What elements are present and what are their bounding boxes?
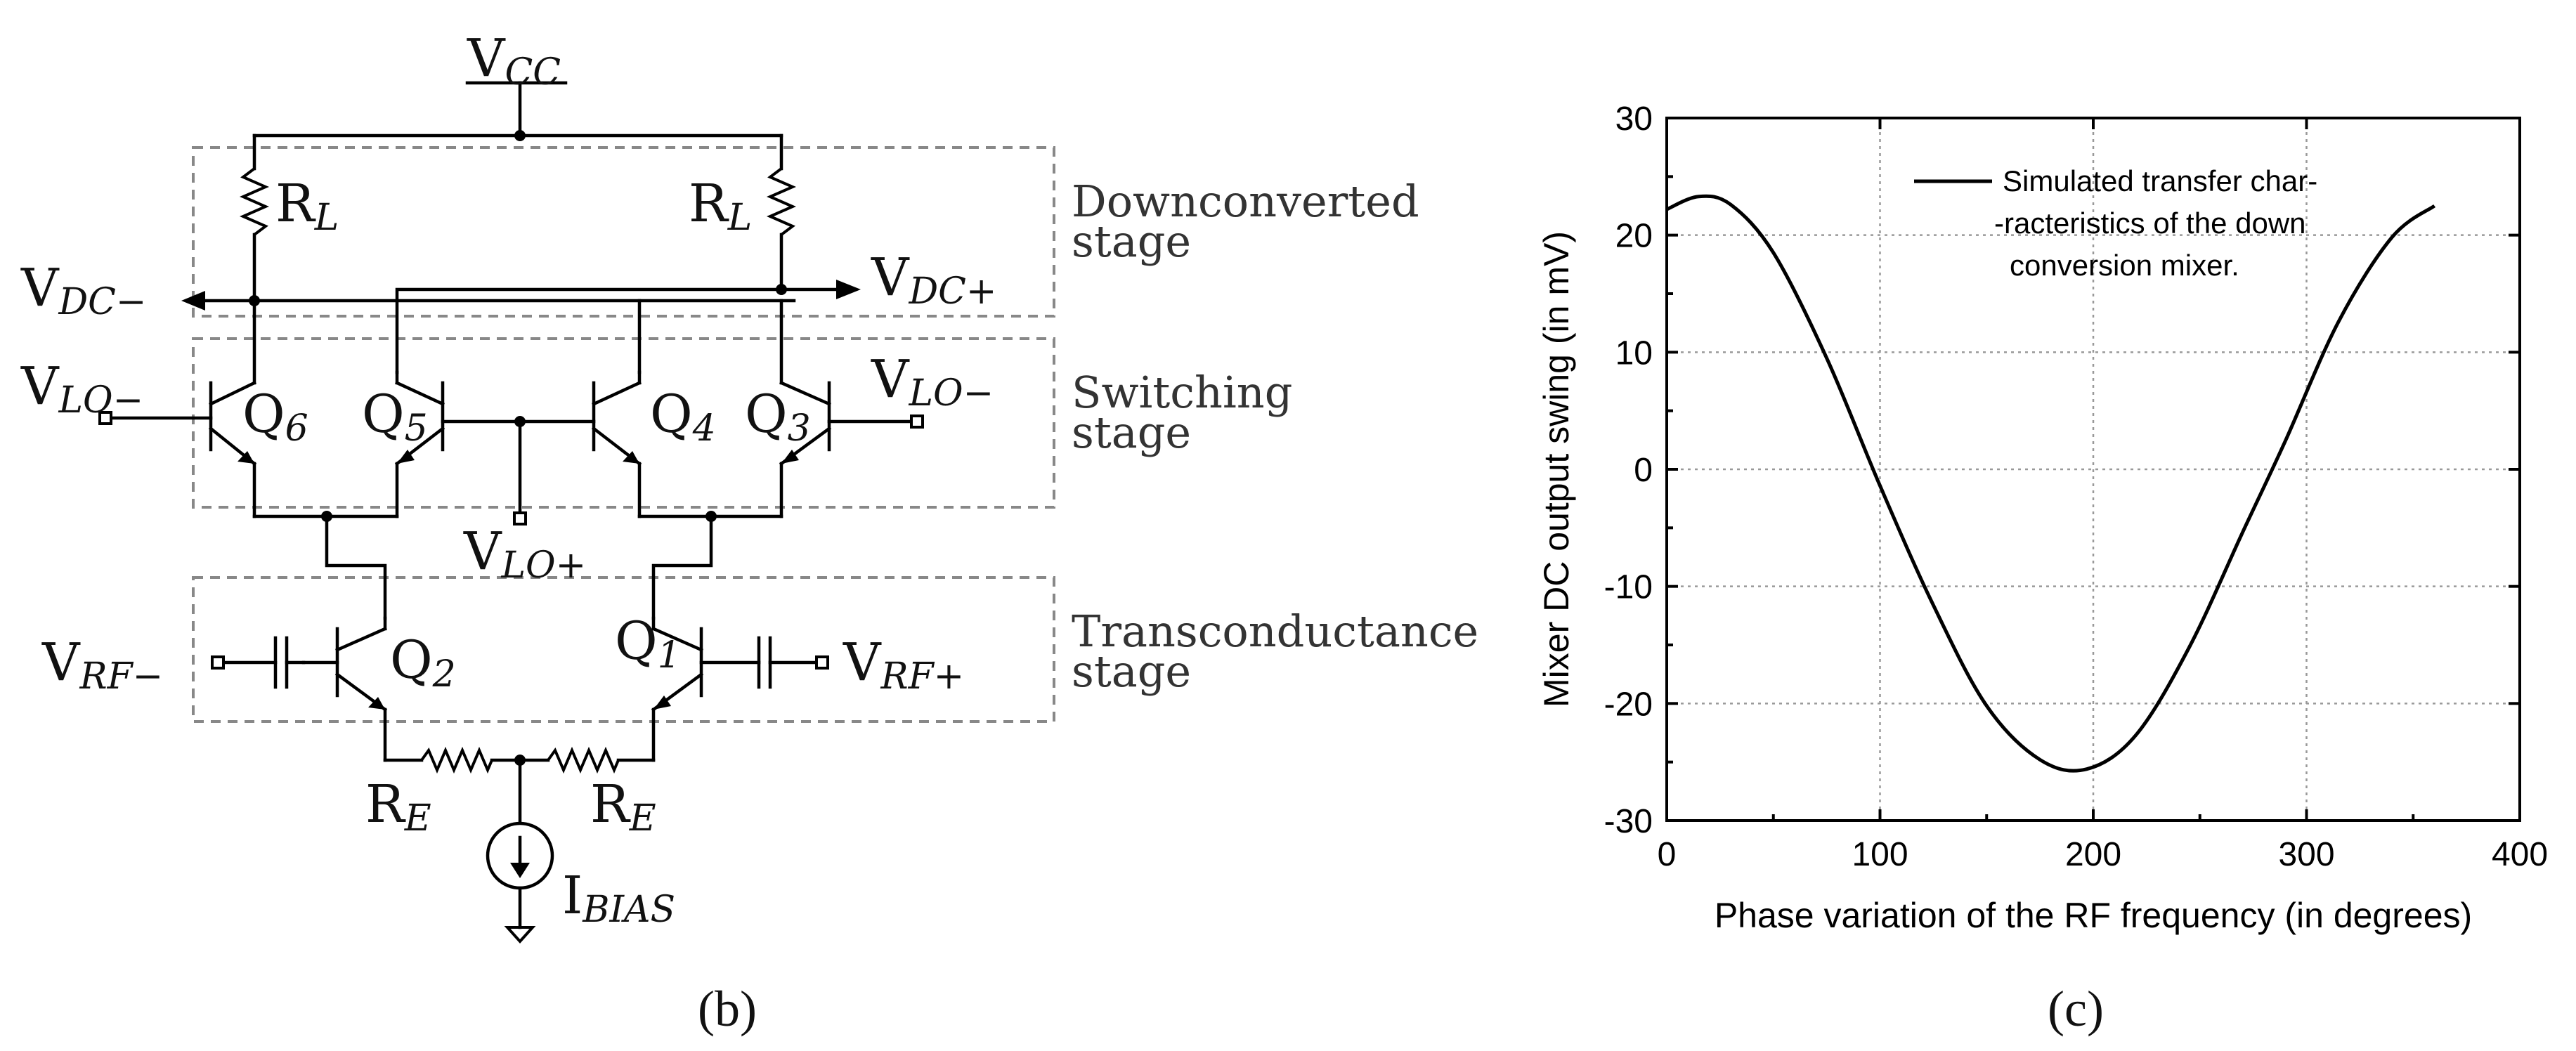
x-axis-label: Phase variation of the RF frequency (in … bbox=[1715, 896, 2472, 935]
stage-label-downconverted: Downconverted bbox=[1072, 176, 1419, 227]
resistor-re-left bbox=[420, 746, 493, 774]
stage-label-transconductance-2: stage bbox=[1072, 646, 1191, 697]
panel-label-b: (b) bbox=[698, 981, 757, 1037]
series-line-transfer-characteristic bbox=[1665, 194, 2436, 773]
vdc-plus-label: VDC+ bbox=[871, 247, 997, 313]
resistor-rl-left bbox=[240, 167, 269, 236]
x-tick-label: 300 bbox=[2278, 836, 2334, 873]
switching-stage-box bbox=[192, 337, 1055, 509]
x-tick-label: 100 bbox=[1852, 836, 1908, 873]
vlo-minus-left-terminal bbox=[98, 411, 112, 425]
circuit-schematic: VCC RL RL VDC− VDC+ bbox=[20, 28, 1478, 1037]
vlo-minus-left-label: VLO− bbox=[20, 356, 143, 422]
transistor-q3 bbox=[779, 299, 832, 518]
q2-label: Q2 bbox=[390, 630, 456, 696]
transistor-q6 bbox=[208, 299, 257, 518]
transistor-q5 bbox=[394, 370, 445, 518]
re-right-label: RE bbox=[590, 774, 656, 840]
vrf-plus-label: VRF+ bbox=[843, 632, 964, 698]
q6-label: Q6 bbox=[242, 384, 308, 450]
legend-line-3: conversion mixer. bbox=[2010, 249, 2239, 282]
y-tick-label: -30 bbox=[1604, 803, 1653, 840]
ground-icon bbox=[504, 926, 536, 944]
y-axis-label: Mixer DC output swing (in mV) bbox=[1537, 231, 1576, 707]
vlo-plus-label: VLO+ bbox=[463, 521, 586, 587]
ibias-label: IBIAS bbox=[562, 866, 675, 931]
stage-label-transconductance: Transconductance bbox=[1072, 606, 1478, 657]
re-left-label: RE bbox=[365, 774, 431, 840]
vlo-minus-right-label: VLO− bbox=[871, 349, 994, 414]
q3-label: Q3 bbox=[745, 384, 811, 450]
rl-left-label: RL bbox=[275, 174, 339, 239]
stage-label-switching-2: stage bbox=[1072, 407, 1191, 458]
rl-right-label: RL bbox=[689, 174, 752, 239]
q1-label: Q1 bbox=[615, 611, 681, 677]
q5-label: Q5 bbox=[362, 384, 428, 450]
vrf-plus-terminal bbox=[815, 655, 829, 670]
panel-label-c: (c) bbox=[2048, 981, 2104, 1037]
q4-label: Q4 bbox=[650, 384, 716, 450]
vdc-minus-label: VDC− bbox=[20, 258, 147, 323]
chart-grid bbox=[1667, 118, 2520, 821]
transistor-q4 bbox=[591, 370, 642, 518]
y-tick-label: -10 bbox=[1604, 569, 1653, 606]
vrf-minus-terminal bbox=[211, 655, 225, 670]
legend-line-2: -racteristics of the down bbox=[1994, 207, 2306, 240]
vlo-minus-right-terminal bbox=[910, 414, 924, 429]
y-tick-label: 10 bbox=[1615, 334, 1653, 372]
stage-label-downconverted-2: stage bbox=[1072, 216, 1191, 267]
downconverted-stage-box bbox=[192, 146, 1055, 318]
x-tick-label: 200 bbox=[2065, 836, 2121, 873]
y-tick-label: -20 bbox=[1604, 686, 1653, 723]
legend-line-1: Simulated transfer char- bbox=[2003, 164, 2317, 197]
resistor-re-right bbox=[547, 746, 620, 774]
transconductance-stage-box bbox=[192, 576, 1055, 723]
y-tick-label: 30 bbox=[1615, 100, 1653, 138]
vlo-plus-terminal bbox=[513, 511, 527, 526]
stage-label-switching: Switching bbox=[1072, 367, 1292, 418]
resistor-rl-right bbox=[767, 167, 796, 236]
y-tick-label: 20 bbox=[1615, 218, 1653, 255]
vcc-label: VCC bbox=[467, 28, 561, 93]
vrf-minus-label: VRF− bbox=[41, 632, 163, 698]
x-tick-label: 400 bbox=[2492, 836, 2548, 873]
vdc-plus-arrow bbox=[836, 280, 861, 299]
x-tick-label: 0 bbox=[1658, 836, 1677, 873]
vdc-minus-arrow bbox=[181, 291, 205, 311]
transistor-q2 bbox=[334, 616, 388, 762]
y-tick-label: 0 bbox=[1634, 452, 1653, 489]
